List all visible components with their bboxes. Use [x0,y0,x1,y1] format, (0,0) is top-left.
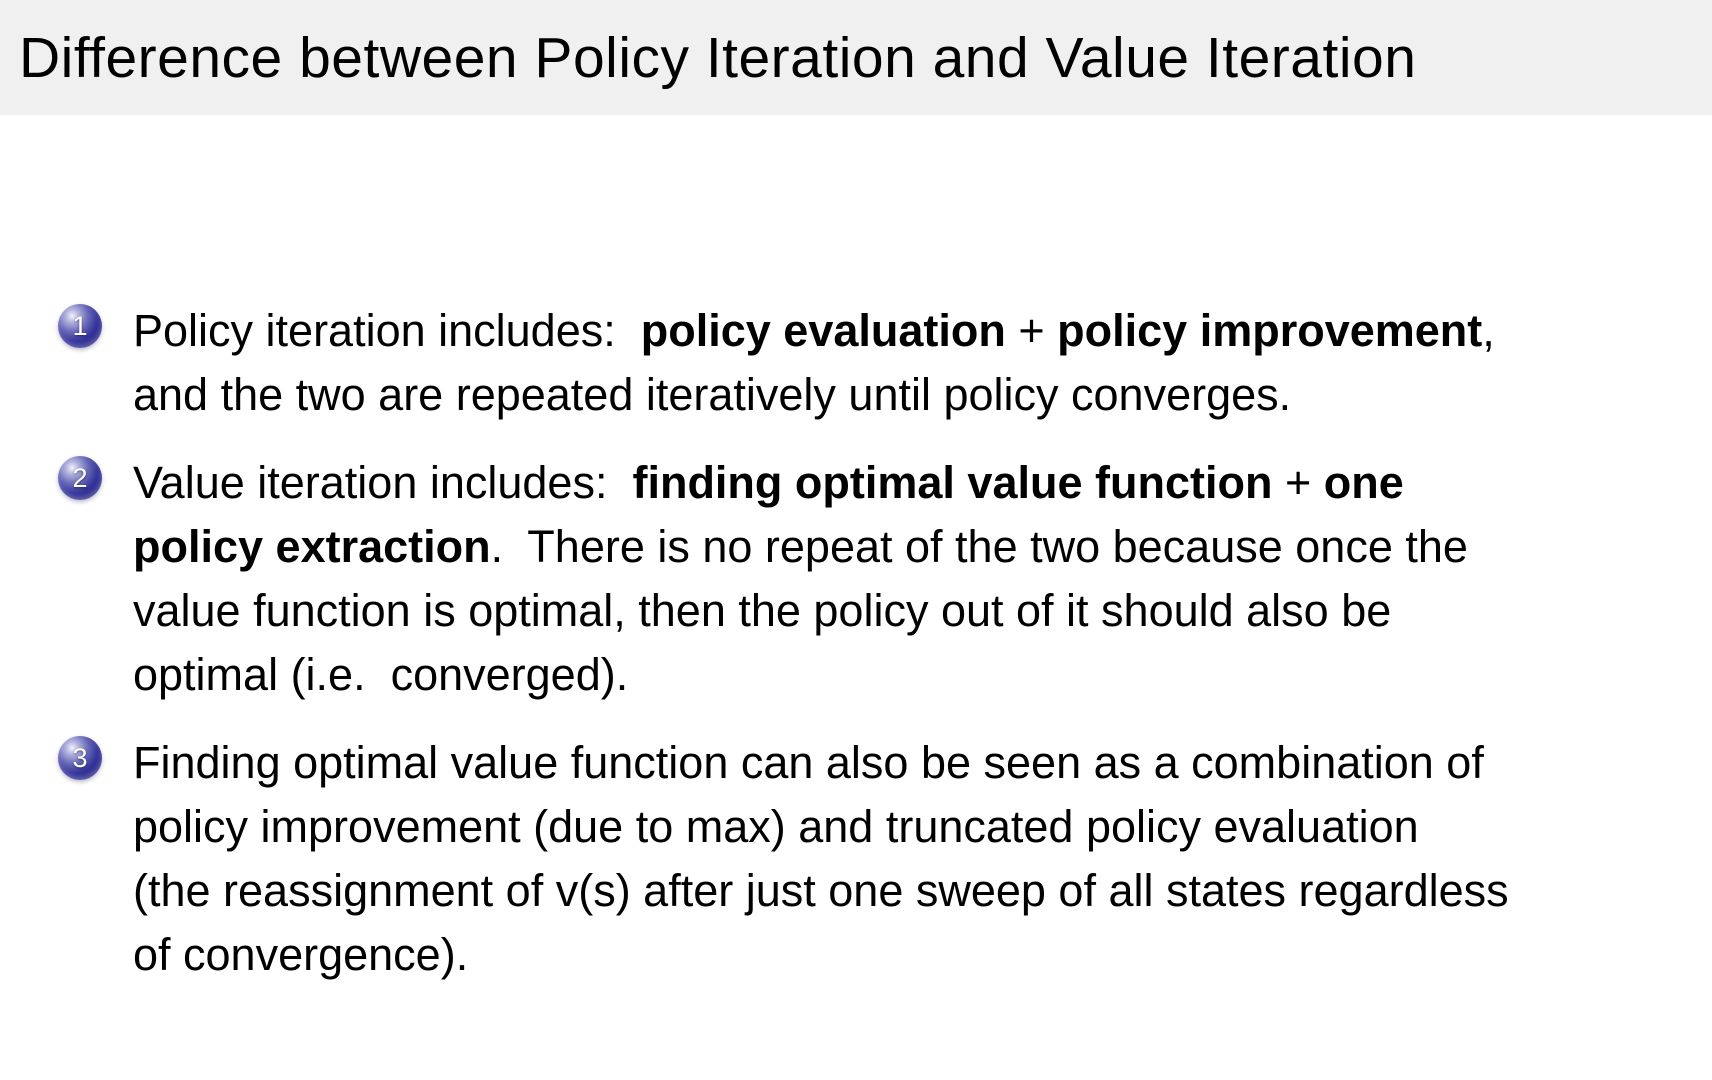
text-segment: value function is optimal, then the poli… [133,585,1392,636]
text-segment-bold: policy extraction [133,521,491,572]
item-number: 3 [72,742,88,773]
item-number-badge: 2 [58,456,102,500]
item-number: 1 [72,310,88,341]
text-line: (the reassignment of v(s) after just one… [133,859,1509,923]
text-line: policy improvement (due to max) and trun… [133,795,1509,859]
text-line: Policy iteration includes: policy evalua… [133,299,1495,363]
item-text: Finding optimal value function can also … [133,731,1509,987]
text-segment: . There is no repeat of the two because … [490,521,1468,572]
slide-title-bar: Difference between Policy Iteration and … [0,0,1712,115]
text-line: Finding optimal value function can also … [133,731,1509,795]
page-title: Difference between Policy Iteration and … [19,25,1417,90]
text-segment: optimal (i.e. converged). [133,649,629,700]
text-segment: of convergence). [133,929,469,980]
item-text: Policy iteration includes: policy evalua… [133,299,1495,427]
text-line: value function is optimal, then the poli… [133,579,1468,643]
text-segment: Value iteration includes: [133,457,633,508]
text-segment: , [1482,305,1495,356]
text-segment-bold: finding optimal value function [632,457,1273,508]
text-segment: + [1272,457,1324,508]
enumerated-list: 1 Policy iteration includes: policy eval… [58,299,1702,987]
list-item: 3 Finding optimal value function can als… [58,731,1702,987]
text-segment: (the reassignment of v(s) after just one… [133,865,1509,916]
text-segment: + [1005,305,1058,356]
slide-body: 1 Policy iteration includes: policy eval… [0,115,1712,987]
item-number: 2 [72,462,88,493]
text-line: Value iteration includes: finding optima… [133,451,1468,515]
text-segment: Policy iteration includes: [133,305,641,356]
text-segment: policy improvement (due to max) and trun… [133,801,1419,852]
text-segment-bold: one [1323,457,1404,508]
text-line: optimal (i.e. converged). [133,643,1468,707]
text-line: of convergence). [133,923,1509,987]
item-text: Value iteration includes: finding optima… [133,451,1468,707]
item-number-badge: 1 [58,304,102,348]
list-item: 2 Value iteration includes: finding opti… [58,451,1702,707]
list-item: 1 Policy iteration includes: policy eval… [58,299,1702,427]
text-line: policy extraction. There is no repeat of… [133,515,1468,579]
text-segment-bold: policy improvement [1057,305,1483,356]
item-number-badge: 3 [58,736,102,780]
text-segment: and the two are repeated iteratively unt… [133,369,1292,420]
text-line: and the two are repeated iteratively unt… [133,363,1495,427]
text-segment-bold: policy evaluation [640,305,1006,356]
text-segment: Finding optimal value function can also … [133,737,1484,788]
